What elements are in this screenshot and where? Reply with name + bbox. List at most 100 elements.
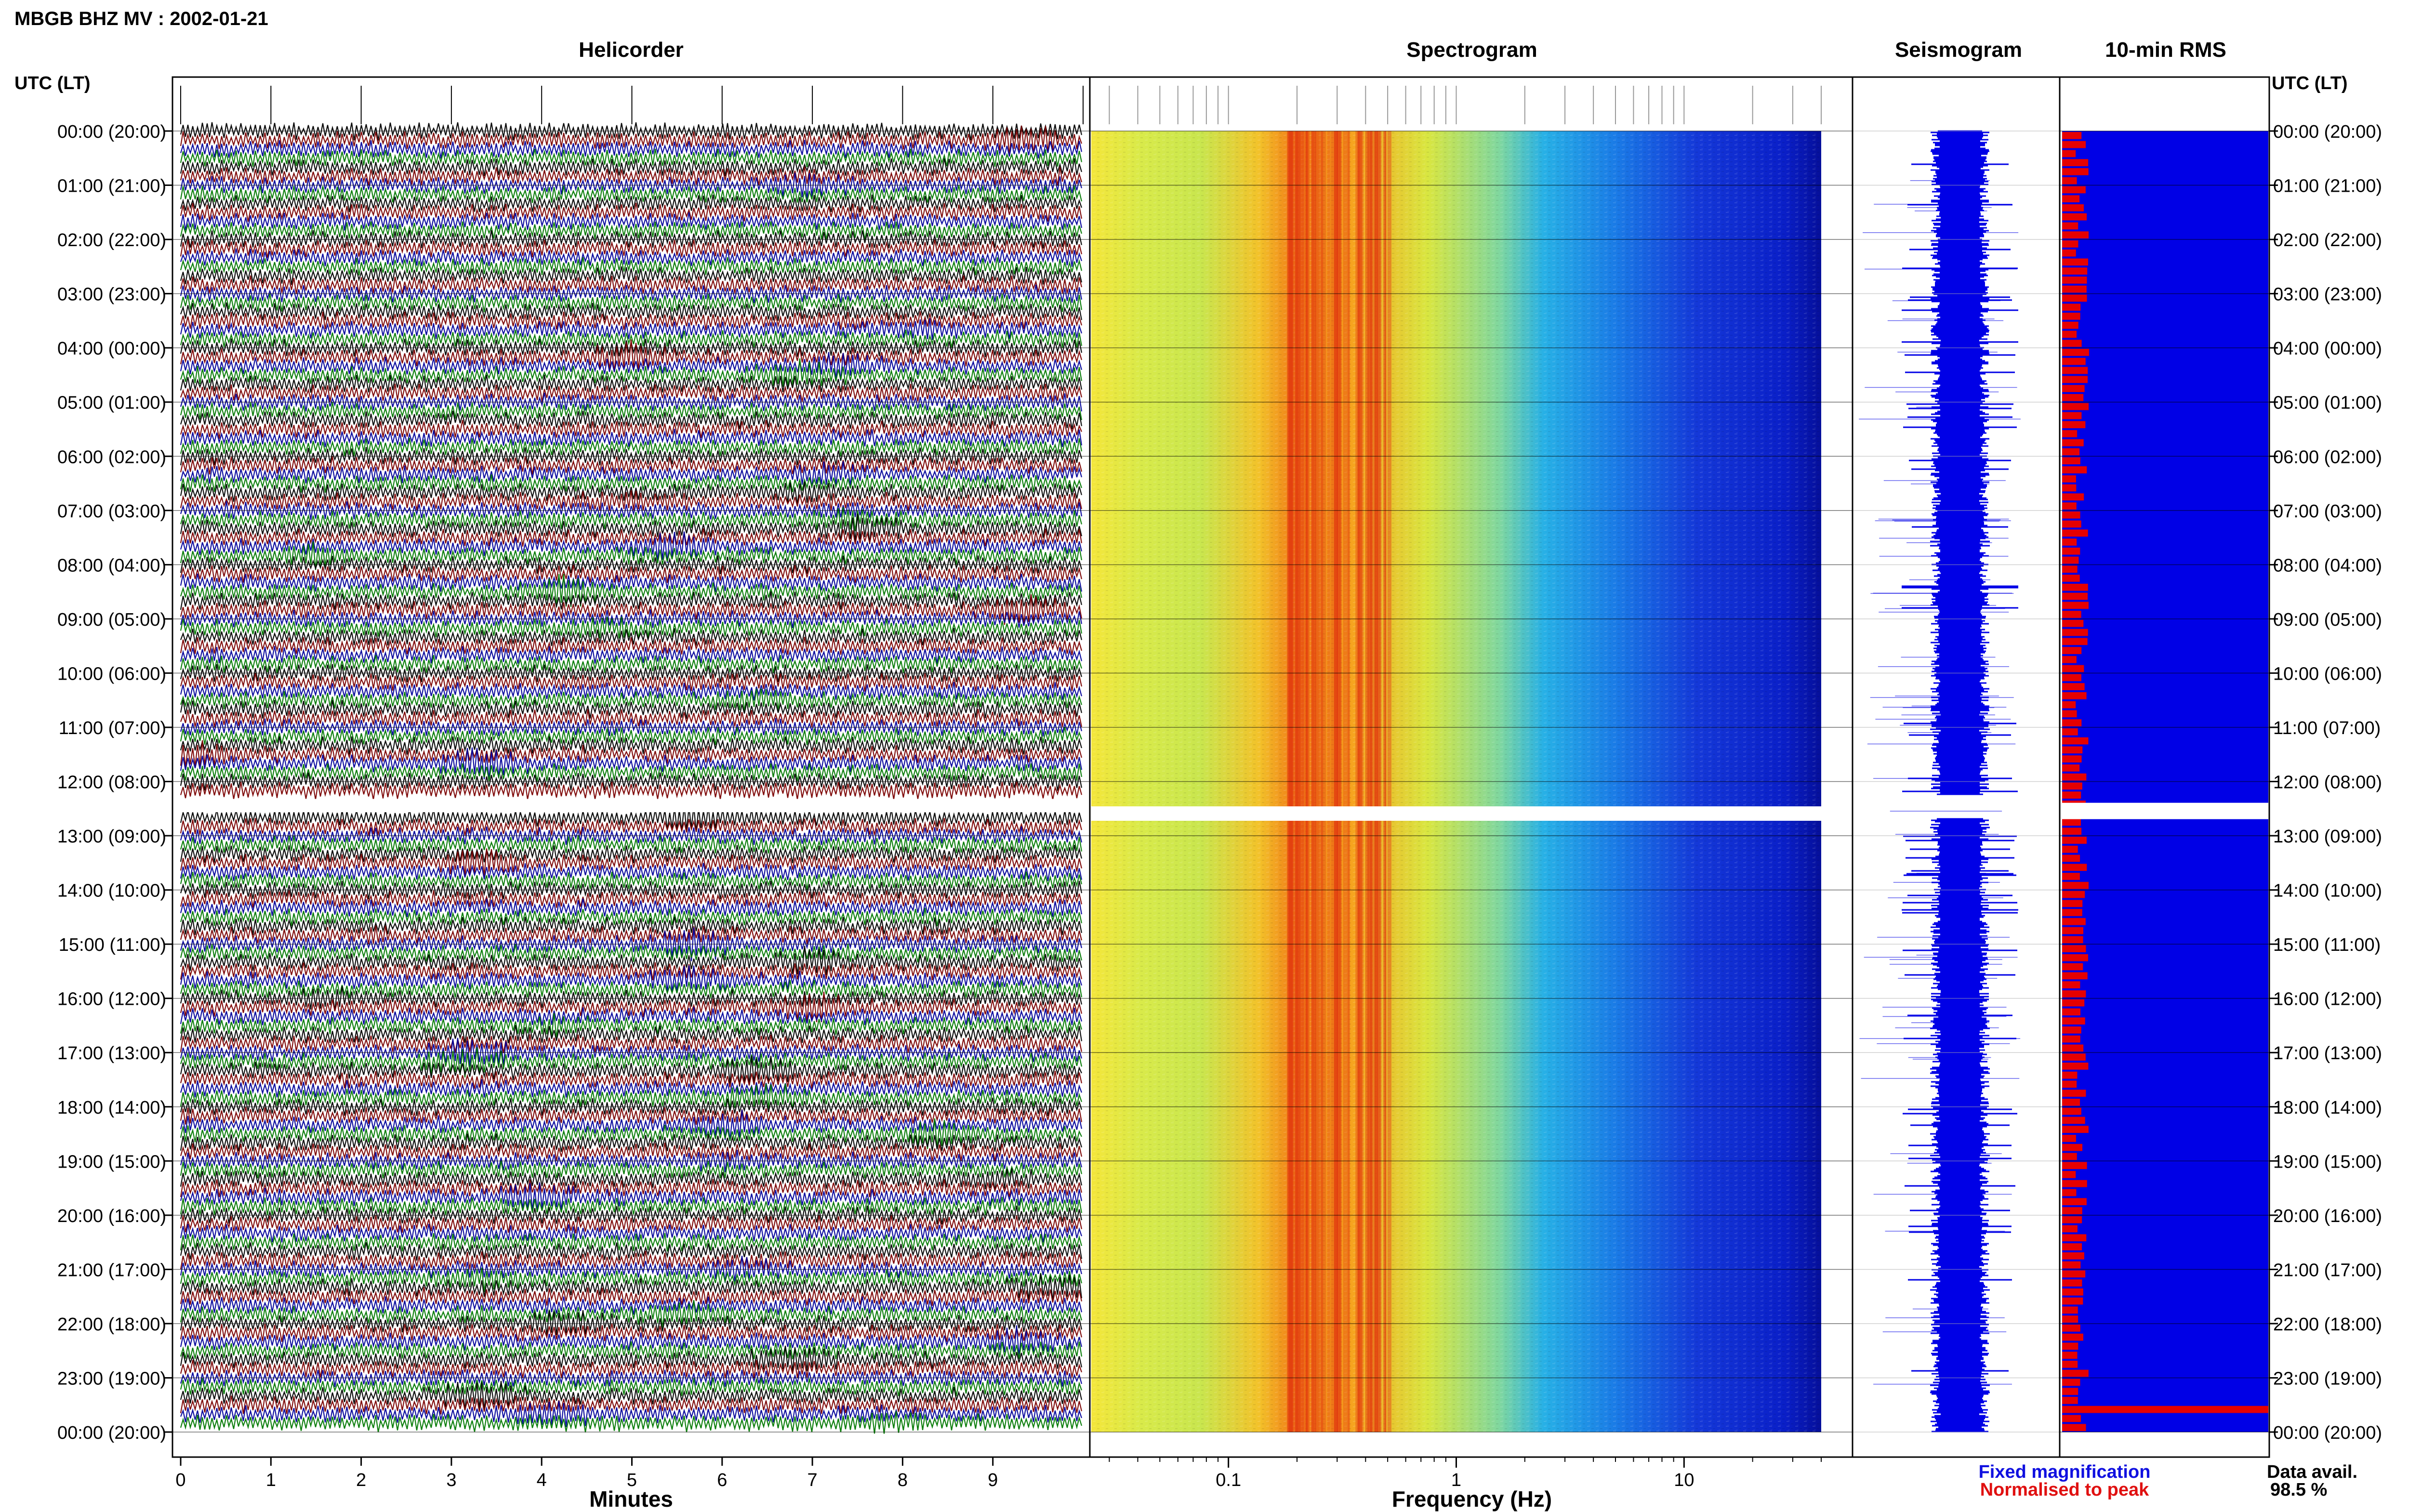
rms-bar [2062,1098,2080,1106]
helicorder-trace [180,655,1083,673]
rms-bar [2062,430,2078,437]
helicorder-trace [180,1310,1083,1336]
helicorder-trace [180,805,1083,832]
helicorder-trace [180,358,1083,387]
rms-bar [2062,1379,2080,1386]
rms-bar [2062,1107,2081,1115]
helicorder-trace [180,293,1083,313]
rms-bar [2062,638,2088,645]
rms-bar [2062,1008,2081,1016]
rms-bar [2062,1333,2083,1341]
helicorder-trace [180,1273,1083,1302]
helicorder-gap [181,799,1083,813]
helicorder-trace [180,122,1083,141]
time-label-right: 16:00 (12:00) [2273,989,2382,1010]
helicorder-trace [180,158,1083,177]
helicorder-trace [180,682,1083,701]
rms-bar [2062,692,2087,699]
rms-bar [2062,222,2078,230]
time-label-right: 23:00 (19:00) [2273,1368,2382,1389]
time-label-left: 06:00 (02:00) [57,447,166,467]
helicorder-trace [180,329,1083,348]
helicorder-trace [180,1296,1083,1315]
rms-bar [2062,502,2077,510]
rms-bar [2062,195,2080,203]
rms-bar [2062,204,2084,211]
helicorder-trace [180,740,1083,768]
time-label-right: 01:00 (21:00) [2273,176,2382,197]
time-label-right: 07:00 (03:00) [2273,501,2382,522]
rms-bar [2062,1234,2087,1242]
panel-title-seismogram: Seismogram [1895,38,2022,62]
rms-bar [2062,1270,2086,1278]
rms-bar [2062,448,2080,456]
rms-bar [2062,1261,2081,1269]
helicorder-trace [180,1160,1083,1179]
helicorder-trace [180,1168,1083,1192]
legend-fixed-magnification: Fixed magnification [1979,1462,2151,1482]
rms-bar [2062,1035,2080,1043]
time-label-left: 11:00 (07:00) [59,718,166,738]
helicorder-trace [180,402,1083,421]
time-label-left: 21:00 (17:00) [57,1260,166,1280]
helicorder-trace [180,501,1083,520]
helicorder-trace [180,1223,1083,1243]
time-label-right: 19:00 (15:00) [2273,1152,2382,1172]
rms-bar [2062,881,2089,889]
legend-normalised-to-peak: Normalised to peak [1980,1480,2149,1500]
rms-bar [2062,719,2082,726]
rms-bar [2062,909,2082,916]
helicorder-trace [180,1025,1083,1044]
helicorder-trace [180,1215,1083,1234]
rms-bar [2062,1415,2081,1422]
helicorder-panel [180,86,1084,1434]
rms-bar [2062,186,2086,194]
spectrogram-xlabel: Frequency (Hz) [1392,1486,1552,1512]
rms-bar [2062,1017,2085,1025]
helicorder-trace [180,1323,1083,1342]
helicorder-trace [180,1106,1083,1125]
helicorder-trace [180,927,1083,961]
helicorder-trace [180,383,1083,403]
helicorder-xtick-label: 2 [356,1470,366,1490]
rms-bar [2062,303,2081,311]
helicorder-trace [180,212,1083,231]
rms-bar [2062,1171,2076,1178]
helicorder-trace [180,594,1083,625]
rms-bar [2062,457,2080,465]
helicorder-trace [180,709,1083,727]
helicorder-trace [180,1411,1083,1434]
rms-bar [2062,701,2076,709]
helicorder-trace [180,230,1083,249]
time-label-left: 22:00 (18:00) [57,1315,166,1335]
rms-bar [2062,1117,2085,1124]
helicorder-trace [180,352,1083,381]
time-label-right: 05:00 (01:00) [2273,393,2382,413]
time-label-left: 14:00 (10:00) [57,881,166,901]
rms-bar [2062,357,2086,365]
rms-bar [2062,1180,2087,1187]
panel-frames [164,76,2278,1458]
helicorder-trace [180,826,1083,845]
rms-bar [2062,1315,2078,1323]
rms-bar [2062,845,2078,853]
rms-bar [2062,828,2082,835]
helicorder-trace [180,736,1083,755]
time-label-right: 00:00 (20:00) [2273,1423,2382,1443]
time-label-right: 03:00 (23:00) [2273,285,2382,305]
helicorder-trace [180,257,1083,276]
time-label-left: 01:00 (21:00) [57,176,166,197]
rms-bar [2062,1162,2087,1170]
helicorder-trace [180,637,1083,655]
rms-bar [2062,602,2089,609]
rms-bar [2062,1424,2086,1431]
helicorder-trace [180,374,1083,393]
time-label-left: 04:00 (00:00) [57,339,166,359]
helicorder-trace [180,1143,1083,1162]
rms-bar [2062,1279,2082,1287]
time-label-left: 12:00 (08:00) [57,773,166,793]
rms-bar [2062,493,2084,501]
helicorder-trace [180,1242,1083,1261]
helicorder-trace [180,513,1083,544]
time-label-left: 15:00 (11:00) [59,935,166,955]
